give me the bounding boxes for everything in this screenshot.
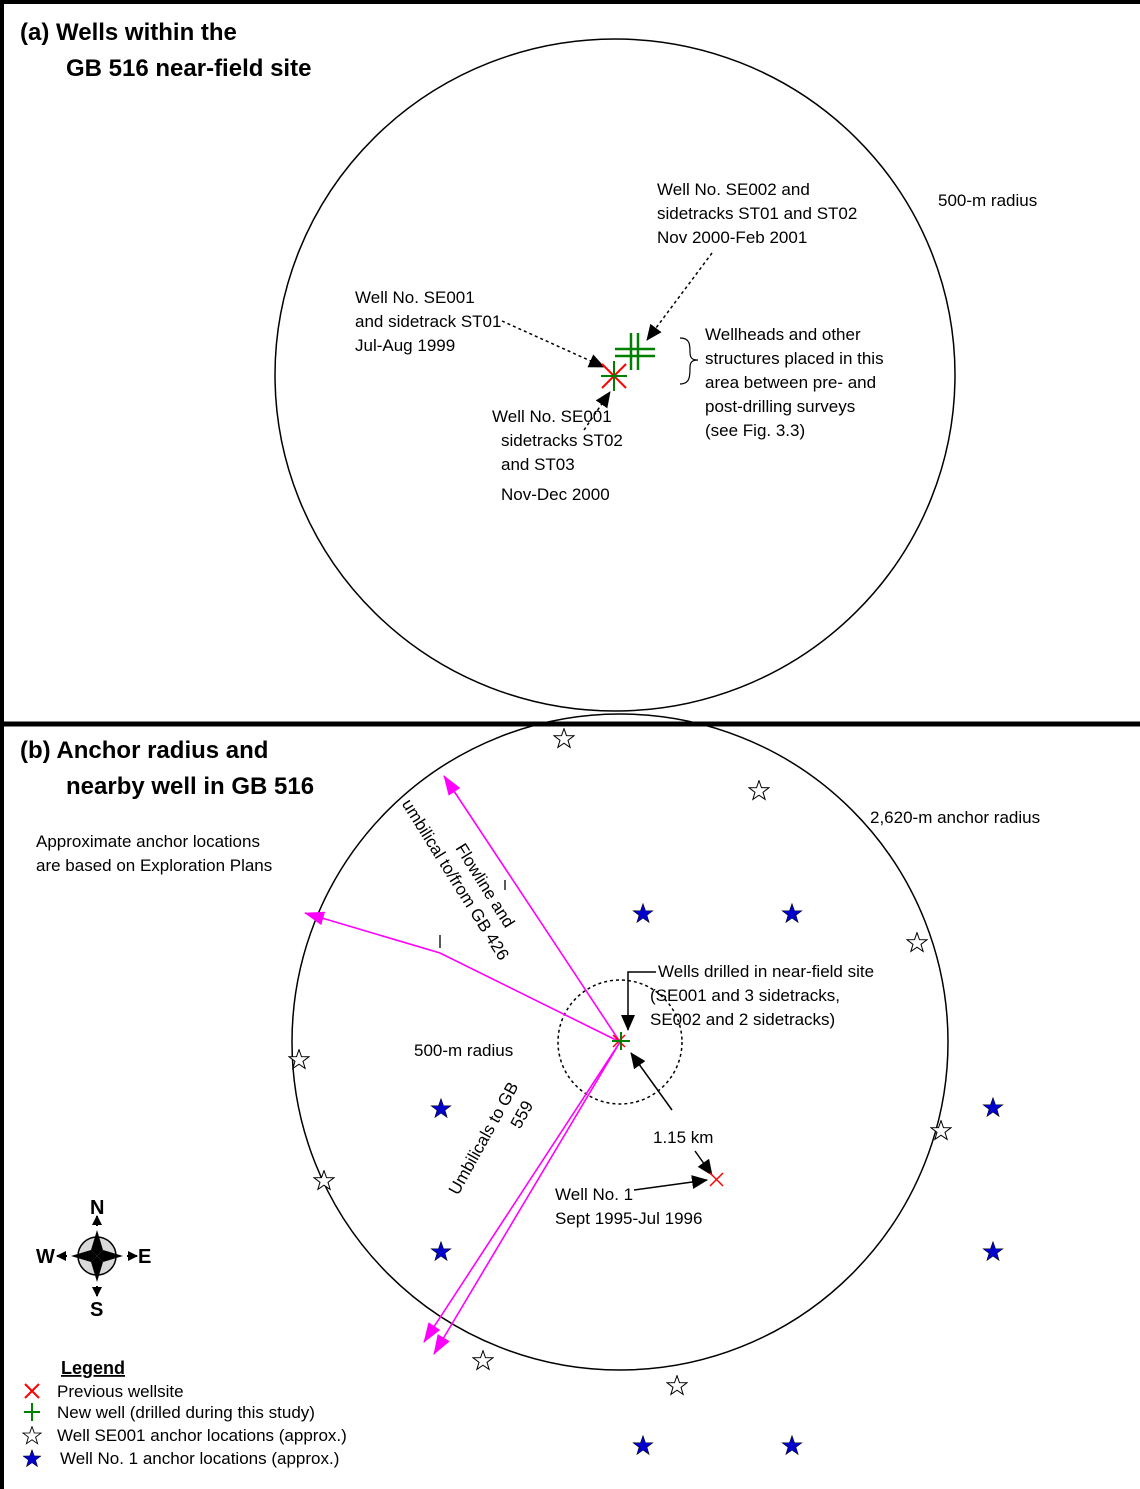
se001-sidetracks-label: Well No. SE001 sidetracks ST02 and ST03 … [492,407,628,504]
wells-drilled-arrow [621,971,656,1031]
well-no1-marker [709,1172,724,1187]
approx-anchor-note: Approximate anchor locations are based o… [36,832,272,875]
svg-text:Well SE001 anchor locations (a: Well SE001 anchor locations (approx.) [57,1426,347,1445]
brace [679,337,699,385]
panel-a: (a) Wells within the GB 516 near-field s… [20,19,1037,712]
blue-star-icon [632,903,654,924]
white-star-icon [22,1426,42,1445]
panel-a-title-line2: GB 516 near-field site [66,55,311,82]
svg-text:New well (drilled during this: New well (drilled during this study) [57,1403,315,1422]
well-no1-label: Well No. 1 Sept 1995-Jul 1996 [555,1185,702,1228]
se002-arrow [646,252,713,341]
legend: Legend Previous wellsite New well (drill… [22,1358,347,1468]
blue-star-icon [781,1435,803,1456]
white-star-icon [666,1375,688,1396]
umbilical-sw-2 [433,1041,621,1355]
flowline-lines [304,775,621,1355]
legend-item-new-well: New well (drilled during this study) [24,1403,315,1422]
compass-n: N [90,1197,104,1219]
blue-star-icon [430,1098,452,1119]
blue-star-icon [22,1449,42,1468]
white-star-icon [906,932,928,953]
wells-marker-b [612,1032,630,1050]
near-field-radius-label-b: 500-m radius [414,1041,513,1060]
svg-text:Well No. 1 anchor locations (a: Well No. 1 anchor locations (approx.) [60,1449,339,1468]
legend-item-se001-anchor: Well SE001 anchor locations (approx.) [22,1426,347,1445]
well-no1-arrow [633,1175,708,1191]
se001-arrow [501,320,605,368]
panel-b-title-line1: (b) Anchor radius and [20,737,268,764]
distance-arrow-down [694,1150,713,1176]
flowline-label: Flowline and umbilical to/from GB 426 [398,784,531,964]
anchor-radius-circle [291,713,949,1371]
blue-star-icon [632,1435,654,1456]
umbilicals-label: Umbilicals to GB 559 [445,1075,544,1209]
panel-a-title-line1: (a) Wells within the [20,19,237,46]
radius-label-a: 500-m radius [938,191,1037,210]
wells-drilled-label: Wells drilled in near-field site (SE001 … [650,962,879,1029]
white-star-icon [472,1350,494,1371]
blue-star-icon [982,1241,1004,1262]
panel-b-title-line2: nearby well in GB 516 [66,773,314,800]
blue-star-icon [781,903,803,924]
blue-star-icon [430,1241,452,1262]
blue-star-icon [982,1097,1004,1118]
wellheads-note: Wellheads and other structures placed in… [705,325,888,440]
legend-title: Legend [61,1358,125,1378]
distance-label: 1.15 km [653,1128,713,1147]
se001-label: Well No. SE001 and sidetrack ST01 Jul-Au… [355,288,506,355]
distance-arrow-up [630,1052,673,1111]
anchor-radius-label: 2,620-m anchor radius [870,808,1040,827]
compass-e: E [138,1246,151,1268]
umbilical-sw-1 [423,1041,621,1343]
se001-anchor-stars [288,728,952,1396]
white-star-icon [748,780,770,801]
flowline-west [304,911,621,1043]
white-star-icon [313,1170,335,1191]
se002-label: Well No. SE002 and sidetracks ST01 and S… [657,180,862,247]
compass-w: W [36,1246,55,1268]
near-field-circle [274,38,956,712]
flowline-ticks [439,880,506,948]
compass-rose: N S W E [36,1197,151,1321]
near-field-circle-b [557,979,683,1105]
compass-s: S [90,1299,103,1321]
se001-sidetracks-arrow [583,391,611,431]
legend-item-well1-anchor: Well No. 1 anchor locations (approx.) [22,1449,339,1468]
new-well-markers-a [601,333,655,391]
panel-b: (b) Anchor radius and nearby well in GB … [20,713,1040,1468]
legend-item-previous-well: Previous wellsite [24,1382,184,1401]
white-star-icon [553,728,575,749]
flowline-north [443,775,621,1043]
svg-text:Previous wellsite: Previous wellsite [57,1382,184,1401]
